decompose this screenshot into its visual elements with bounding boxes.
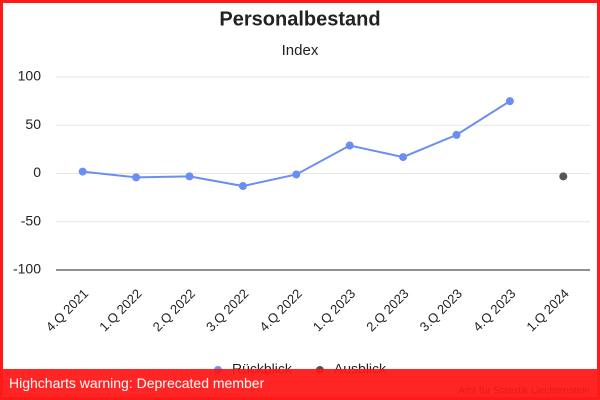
y-tick-label: 50	[25, 116, 41, 132]
warning-bar: Highcharts warning: Deprecated member	[3, 369, 597, 397]
point-marker	[559, 172, 568, 181]
point-marker	[399, 153, 408, 162]
point-marker	[505, 97, 514, 106]
chart-title: Personalbestand	[219, 8, 380, 30]
point-marker	[238, 182, 247, 191]
y-tick-label: 100	[18, 68, 42, 84]
y-tick-label: -100	[13, 261, 41, 277]
y-tick-label: 0	[33, 164, 41, 180]
point-marker	[132, 173, 141, 182]
point-marker	[452, 130, 461, 139]
point-marker	[78, 167, 87, 176]
point-marker	[345, 141, 354, 150]
chart-subtitle: Index	[282, 42, 319, 59]
point-marker	[185, 172, 194, 181]
y-tick-label: -50	[21, 212, 41, 228]
point-marker	[292, 170, 301, 179]
